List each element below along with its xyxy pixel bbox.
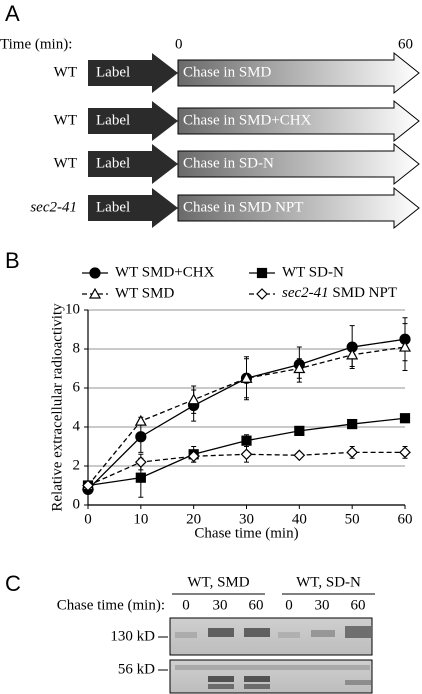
group-label: WT, SMD <box>187 574 249 590</box>
marker <box>256 267 268 279</box>
blot-label: 56 kD <box>118 661 155 677</box>
y-tick-label: 0 <box>73 496 81 512</box>
time-label: Time (min): <box>0 36 72 52</box>
chase-label: Chase in SMD NPT <box>183 199 303 215</box>
lane-label: 60 <box>249 597 264 613</box>
band <box>175 632 197 638</box>
marker <box>294 425 305 436</box>
marker <box>82 479 94 492</box>
band <box>208 684 234 689</box>
pulse-label: Label <box>96 112 130 128</box>
legend-label: WT SMD+CHX <box>115 264 215 280</box>
marker <box>399 413 411 424</box>
x-tick-label: 50 <box>345 511 360 527</box>
marker <box>240 372 253 383</box>
marker <box>293 362 306 374</box>
panel-b: B 0 2 4 6 8 10 0 10 20 30 40 50 60 Chase time (min) Rel… <box>5 248 413 542</box>
panel-label: B <box>5 248 20 273</box>
chase-arrow <box>177 99 420 143</box>
chase-label: Chase in SMD <box>183 64 272 80</box>
time-start: 0 <box>175 36 183 52</box>
lane-label: 60 <box>351 597 366 613</box>
pulse-arrow <box>88 188 178 228</box>
lane-label: 0 <box>285 597 293 613</box>
marker <box>187 450 200 463</box>
marker <box>89 267 101 279</box>
marker <box>88 287 102 299</box>
legend-label: sec2-41 SMD NPT <box>282 285 397 301</box>
panel-c: C WT, SMD WT, SD-N Chase time (min): 0 30 60 0 3… <box>5 571 375 694</box>
blot <box>169 659 373 694</box>
marker <box>241 435 252 446</box>
x-tick-label: 60 <box>398 511 413 527</box>
band <box>278 632 300 638</box>
band <box>208 676 234 682</box>
marker <box>347 418 358 430</box>
x-tick-label: 10 <box>133 511 148 527</box>
marker <box>293 449 306 462</box>
lane-label: 0 <box>182 597 190 613</box>
x-tick-label: 20 <box>186 511 201 527</box>
lane-label: 30 <box>315 597 330 613</box>
x-tick-label: 0 <box>84 511 92 527</box>
band <box>244 684 270 689</box>
marker <box>135 472 146 483</box>
x-axis-label: Chase time (min) <box>194 525 298 541</box>
panel-a: A Time (min): 0 60 WT Label Chase in SMD WT Labe… <box>0 1 420 230</box>
panel-label: A <box>5 1 20 26</box>
pulse-label: Label <box>96 64 130 80</box>
pulse-arrow <box>88 53 178 93</box>
marker <box>134 414 147 426</box>
band <box>208 628 234 637</box>
chase-label: Chase in SMD+CHX <box>183 112 312 128</box>
y-tick-label: 4 <box>73 418 81 434</box>
time-label: Chase time (min): <box>57 597 165 613</box>
pulse-arrow <box>88 101 178 141</box>
chase-arrow <box>177 51 420 95</box>
marker <box>346 348 359 360</box>
pulse-label: Label <box>96 155 130 171</box>
group-label: WT, SD-N <box>296 574 361 590</box>
y-tick-label: 10 <box>65 301 80 317</box>
time-end: 60 <box>398 36 413 52</box>
y-tick-label: 8 <box>73 340 81 356</box>
panel-label: C <box>5 571 21 596</box>
strain-label: WT <box>54 112 77 128</box>
blot-label: 130 kD <box>110 628 155 644</box>
band <box>345 680 371 685</box>
x-tick-label: 30 <box>239 511 254 527</box>
blot <box>169 617 373 656</box>
lane-label: 30 <box>213 597 228 613</box>
strain-label: WT <box>54 155 77 171</box>
chase-label: Chase in SD-N <box>183 155 274 171</box>
marker <box>240 448 253 461</box>
band <box>175 665 370 670</box>
marker <box>256 288 268 300</box>
x-tick-label: 40 <box>292 511 307 527</box>
strain-label: sec2-41 <box>30 199 77 215</box>
y-tick-label: 2 <box>73 457 81 473</box>
marker <box>399 446 411 459</box>
y-tick-label: 6 <box>73 379 81 395</box>
series <box>82 317 411 495</box>
strain-label: WT <box>54 64 77 80</box>
marker <box>134 456 147 468</box>
chase-arrow <box>177 186 420 230</box>
pulse-arrow <box>88 144 178 184</box>
band <box>244 676 270 682</box>
y-axis-label: Relative extracellular radioactivity <box>49 303 65 512</box>
band <box>311 630 335 637</box>
marker <box>398 340 412 352</box>
marker <box>187 393 200 405</box>
legend-label: WT SMD <box>115 285 174 301</box>
marker <box>346 446 359 459</box>
legend-label: WT SD-N <box>282 264 344 280</box>
series <box>82 446 411 492</box>
marker <box>135 431 147 443</box>
pulse-label: Label <box>96 199 130 215</box>
band <box>345 626 371 638</box>
band <box>244 628 270 637</box>
chase-arrow <box>177 142 420 186</box>
